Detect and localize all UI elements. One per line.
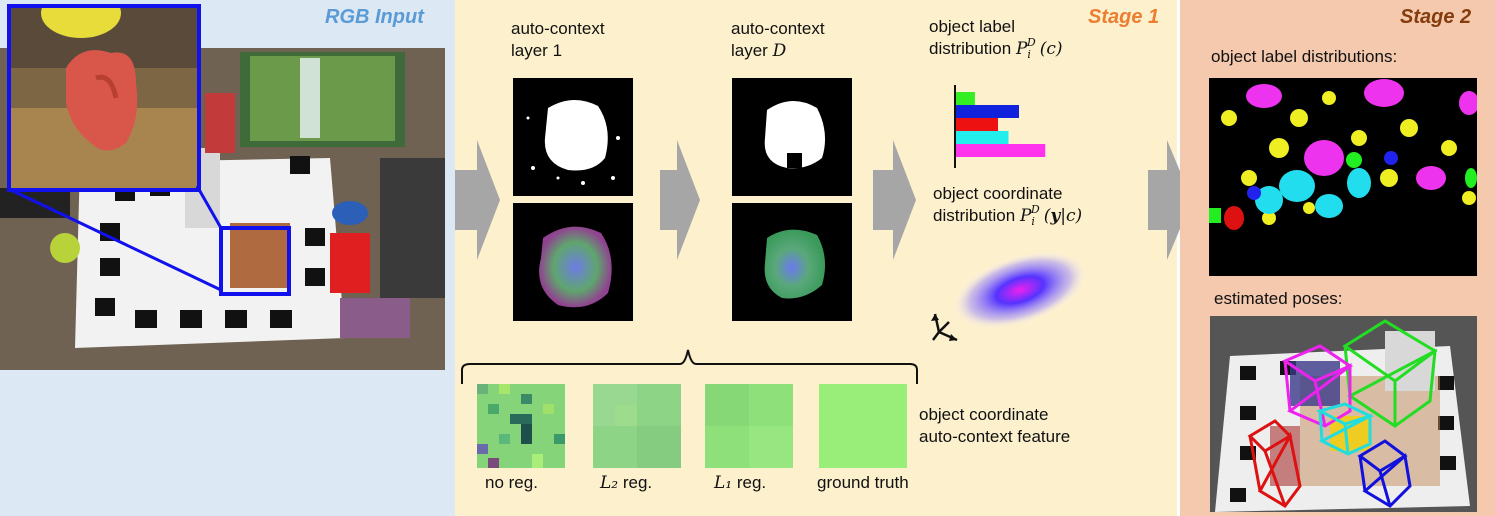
pose-box-magenta (1281, 344, 1354, 428)
estimated-poses-title: estimated poses: (1214, 289, 1343, 308)
patch-label-ground-truth-text: ground truth (817, 473, 909, 492)
label-dist-label: object label distribution PiD (c) (929, 16, 1063, 62)
stage1-title: Stage 1 (1088, 6, 1160, 28)
label-distributions-title: object label distributions: (1211, 47, 1398, 66)
coord-dist-prefix: distribution (933, 206, 1020, 225)
patch-no-reg (477, 384, 565, 468)
label-distributions-map (1209, 78, 1477, 276)
pose-box-red (1247, 419, 1302, 508)
layer1-label-mask-image (526, 99, 620, 185)
estimated-poses-image (1210, 316, 1477, 512)
rgb-scene (0, 48, 445, 370)
coord-dist-sub: i (1031, 215, 1035, 228)
rgb-input-title: RGB Input (325, 6, 424, 28)
stage2-title: Stage 2 (1400, 6, 1472, 28)
pose-boxes (1247, 319, 1438, 508)
patch-label-ground-truth: ground truth (817, 472, 909, 494)
label-dist-prefix: distribution (929, 39, 1016, 58)
arrow-2 (660, 140, 700, 260)
zoom-source-box (219, 226, 291, 296)
label-dist-math: P (1015, 39, 1028, 59)
layer1-label: auto-context layer 1 (511, 18, 605, 62)
patch-label-l1-math: L₁ (714, 473, 733, 493)
layerD-label-line2: layer D (731, 40, 825, 62)
layer1-label-line2: layer 1 (511, 41, 563, 60)
patch-label-l1-text: reg. (732, 473, 767, 492)
label-dist-arg: (c) (1039, 39, 1063, 59)
bar-1 (956, 105, 1019, 118)
layer1-coord-mask (513, 203, 633, 321)
coord-dist-blob (952, 251, 1088, 329)
stage1-arrows (455, 140, 1192, 384)
patch-label-no-reg-text: no reg. (485, 473, 538, 492)
layerD-prefix: layer (731, 41, 773, 60)
patch-label-l2-text: reg. (618, 473, 653, 492)
bar-4 (956, 144, 1046, 157)
patch-l2-reg (593, 384, 681, 468)
coord-dist-math: P (1019, 206, 1032, 226)
arrow-3 (873, 140, 916, 260)
layerD-math: D (772, 41, 787, 61)
bar-2 (956, 118, 998, 131)
feature-label-line2: auto-context feature (919, 427, 1071, 446)
label-distributions-image (1209, 78, 1477, 276)
layerD-label-mask-image (764, 100, 826, 169)
label-dist-sup: D (1026, 36, 1036, 49)
patch-label-l2-reg: L₂ reg. (600, 472, 652, 494)
zoom-inset (7, 4, 201, 192)
stage2-panel: Stage 2 object label distributions: esti… (1180, 0, 1495, 516)
rgb-input-panel: RGB Input (0, 0, 455, 516)
bar-3 (956, 131, 1009, 144)
coord-dist-label: object coordinate distribution PiD (y|c) (933, 183, 1082, 229)
patch-l1-reg (705, 384, 793, 468)
label-dist-sub: i (1027, 48, 1031, 61)
layerD-coord-mask (732, 203, 852, 321)
layerD-label: auto-context layer D (731, 18, 825, 62)
layer1-label-line1: auto-context (511, 19, 605, 38)
label-dist-bar-chart (954, 85, 1046, 168)
layerD-coord-mask-image (764, 229, 826, 299)
patch-label-no-reg: no reg. (485, 472, 538, 494)
arrow-1 (455, 140, 500, 260)
layerD-label-mask (732, 78, 852, 196)
zoom-inset-image (11, 8, 197, 188)
rgb-input-photo (0, 48, 445, 370)
layerD-label-line1: auto-context (731, 19, 825, 38)
axes-icon (931, 313, 958, 342)
patch-ground-truth (819, 384, 907, 468)
label-dist-line2: distribution PiD (c) (929, 36, 1063, 62)
layer1-label-mask (513, 78, 633, 196)
patches-brace (461, 349, 918, 384)
feature-label: object coordinate auto-context feature (919, 404, 1070, 448)
bar-0 (956, 92, 975, 105)
coord-dist-line2: distribution PiD (y|c) (933, 203, 1083, 229)
layer1-coord-mask-image (539, 226, 612, 308)
coord-dist-sup: D (1030, 203, 1040, 216)
patch-label-l2-math: L₂ (600, 473, 619, 493)
feature-label-line1: object coordinate (919, 405, 1049, 424)
pose-box-blue (1357, 439, 1412, 508)
label-dist-line1: object label (929, 17, 1016, 36)
coord-dist-arg: (y|c) (1043, 206, 1083, 226)
patch-label-l1-reg: L₁ reg. (714, 472, 766, 494)
coord-dist-line1: object coordinate (933, 184, 1063, 203)
arrow-stage2 (1148, 140, 1192, 260)
stage1-panel: Stage 1 auto-context layer 1 auto-contex… (455, 0, 1192, 516)
pose-box-cyan (1315, 402, 1375, 456)
zoom-connector-lines (10, 185, 223, 292)
